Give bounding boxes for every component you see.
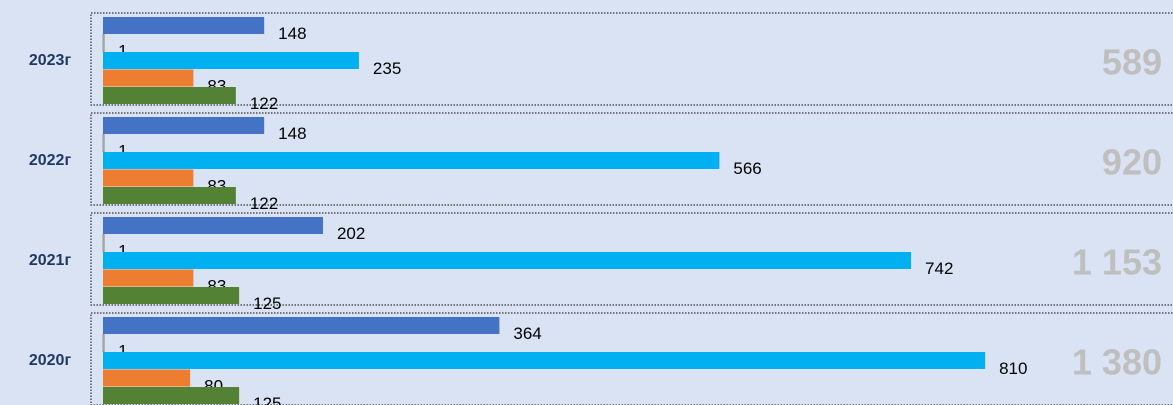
value-label: 125 [253,394,281,405]
total-label: 589 [1102,42,1162,83]
value-label: 566 [733,159,761,178]
bar [103,87,236,104]
bar [103,352,986,369]
bar [103,69,194,87]
value-label: 1 [118,41,127,60]
bar [102,34,105,52]
bar [103,217,323,234]
bar [103,252,912,269]
bar [103,387,240,404]
value-label: 1 [118,241,127,260]
category-label: 2023г [29,52,72,69]
bar [103,369,191,387]
bar [102,334,105,352]
value-label: 122 [250,194,278,213]
value-label: 148 [278,124,306,143]
total-label: 920 [1102,142,1162,183]
value-label: 364 [513,324,541,343]
value-label: 1 [118,341,127,360]
total-label: 1 380 [1072,342,1162,383]
bar [103,187,236,204]
bar [103,52,359,69]
value-label: 202 [337,224,365,243]
total-label: 1 153 [1072,242,1162,283]
value-label: 122 [250,94,278,113]
category-label: 2020г [29,352,72,369]
value-label: 742 [925,259,953,278]
bar [103,317,500,334]
value-label: 125 [253,294,281,313]
category-label: 2021г [29,252,72,269]
value-label: 1 [118,141,127,160]
bar [103,269,194,287]
bar [103,169,194,187]
bar [103,152,720,169]
value-label: 235 [373,59,401,78]
bar [103,17,265,34]
category-label: 2022г [29,152,72,169]
value-label: 148 [278,24,306,43]
value-label: 810 [999,359,1027,378]
bar [103,287,240,304]
bar [102,134,105,152]
bar [103,117,265,134]
bar [102,234,105,252]
